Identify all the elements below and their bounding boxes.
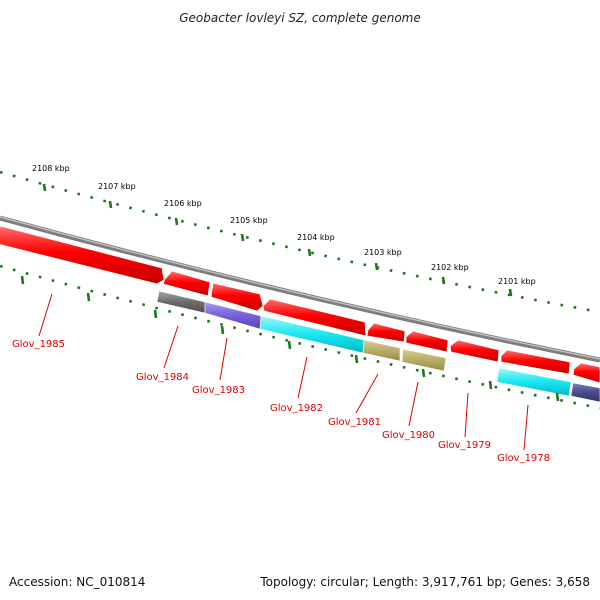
outer-scale-ticks <box>0 170 600 314</box>
cds-track <box>0 225 600 384</box>
gene-label-glov-1985: Glov_1985 <box>12 339 65 350</box>
kbp-label-2101: 2101 kbp <box>498 277 536 286</box>
gene-label-glov-1980: Glov_1980 <box>382 430 435 441</box>
cds-glov-1981 <box>366 322 406 343</box>
cds-glov-1983 <box>210 282 264 312</box>
accession-text: Accession: NC_010814 <box>9 575 145 589</box>
inner-scale-ticks <box>0 264 600 410</box>
feature-khaki-1 <box>362 339 401 362</box>
kbp-label-2104: 2104 kbp <box>297 233 335 242</box>
leader-glov-1982 <box>297 356 308 399</box>
kbp-label-2105: 2105 kbp <box>230 216 268 225</box>
leader-glov-1984 <box>163 325 179 369</box>
feature-dark-gray <box>156 290 206 314</box>
label-leader-lines <box>38 293 529 451</box>
kbp-labels: 2108 kbp 2107 kbp 2106 kbp 2105 kbp 2104… <box>32 164 536 286</box>
gene-label-glov-1984: Glov_1984 <box>136 372 189 383</box>
gene-label-glov-1979: Glov_1979 <box>438 440 491 451</box>
kbp-label-2102: 2102 kbp <box>431 263 469 272</box>
gene-label-glov-1982: Glov_1982 <box>270 403 323 414</box>
feature-khaki-2 <box>401 348 447 372</box>
map-title: Geobacter lovleyi SZ, complete genome <box>179 11 421 25</box>
genome-backbone <box>0 215 600 363</box>
leader-glov-1983 <box>219 337 228 381</box>
genome-backbone-highlight <box>0 216 600 360</box>
kbp-label-2106: 2106 kbp <box>164 199 202 208</box>
gene-label-glov-1981: Glov_1981 <box>328 417 381 428</box>
kbp-label-2107: 2107 kbp <box>98 182 136 191</box>
leader-glov-1980 <box>408 381 419 427</box>
leader-glov-1985 <box>38 293 53 337</box>
cds-glov-1980 <box>405 330 449 353</box>
cds-glov-1982 <box>262 298 367 337</box>
feature-track <box>156 290 600 403</box>
outer-tick-track <box>0 170 600 314</box>
kbp-label-2108: 2108 kbp <box>32 164 70 173</box>
outer-major-ticks <box>42 183 513 297</box>
gene-label-glov-1978: Glov_1978 <box>497 453 550 464</box>
gene-label-glov-1983: Glov_1983 <box>192 385 245 396</box>
kbp-label-2103: 2103 kbp <box>364 248 402 257</box>
cds-glov-1978 <box>500 349 571 375</box>
cds-glov-1984 <box>162 270 211 297</box>
gene-labels: Glov_1985 Glov_1984 Glov_1983 Glov_1982 … <box>12 339 550 464</box>
inner-tick-track <box>0 264 600 410</box>
leader-glov-1978 <box>523 404 529 451</box>
cds-glov-1985 <box>0 225 165 285</box>
cds-glov-1977 <box>572 362 600 384</box>
genome-summary-text: Topology: circular; Length: 3,917,761 bp… <box>259 575 590 589</box>
cds-glov-1979 <box>449 339 500 363</box>
leader-glov-1979 <box>464 392 469 438</box>
leader-glov-1981 <box>355 373 379 414</box>
inner-major-ticks <box>20 275 560 402</box>
feature-dark-purple <box>570 382 600 403</box>
feature-cyan-2 <box>496 367 572 397</box>
